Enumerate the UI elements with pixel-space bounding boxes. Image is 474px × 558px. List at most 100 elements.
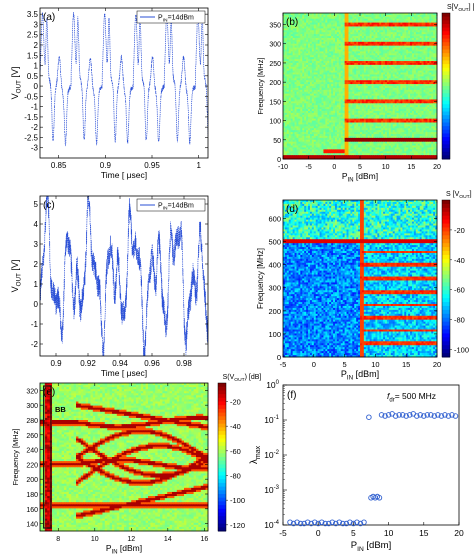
heatmap-cell xyxy=(435,43,438,47)
heatmap-cell xyxy=(425,86,428,89)
heatmap-cell xyxy=(308,22,311,25)
heatmap-cell xyxy=(365,47,369,50)
heatmap-cell xyxy=(392,80,396,83)
heatmap-cell xyxy=(354,59,357,62)
heatmap-cell xyxy=(388,68,392,72)
heatmap-cell xyxy=(360,76,363,79)
heatmap-cell xyxy=(298,110,301,114)
heatmap-cell xyxy=(361,126,365,129)
heatmap-cell xyxy=(306,14,309,18)
heatmap-cell xyxy=(383,34,386,37)
heatmap-cell xyxy=(304,34,307,37)
heatmap-cell xyxy=(309,120,313,123)
heatmap-cell xyxy=(404,70,407,73)
heatmap-cell xyxy=(336,28,340,31)
y-tick-label: 0.5 xyxy=(27,72,39,81)
heatmap-cell xyxy=(375,62,378,66)
heatmap-cell xyxy=(333,78,336,81)
heatmap-cell xyxy=(386,59,390,62)
heatmap-cell xyxy=(327,36,330,39)
heatmap-cell xyxy=(360,51,363,54)
heatmap-cell xyxy=(388,51,392,54)
heatmap-cell xyxy=(311,103,315,106)
heatmap-cell xyxy=(350,124,353,127)
heatmap-cell xyxy=(383,103,386,106)
heatmap-cell xyxy=(423,124,426,127)
heatmap-cell xyxy=(392,51,396,54)
heatmap-cell xyxy=(360,59,363,62)
heatmap-cell xyxy=(427,86,430,89)
heatmap-cell xyxy=(283,26,286,29)
heatmap-cell xyxy=(413,36,417,39)
heatmap-cell xyxy=(340,72,344,75)
heatmap-cell xyxy=(419,99,423,102)
y-axis-label-rest: [V] xyxy=(10,67,20,81)
heatmap-cell xyxy=(360,128,363,131)
heatmap-cell xyxy=(323,118,326,121)
heatmap-cell xyxy=(313,16,317,20)
heatmap-cell xyxy=(388,109,392,112)
heatmap-cell xyxy=(392,66,396,70)
heatmap-cell xyxy=(284,80,288,83)
heatmap-cell xyxy=(425,34,428,37)
heatmap-cell xyxy=(386,82,390,85)
heatmap-cell xyxy=(386,45,390,48)
heatmap-cell xyxy=(361,37,365,41)
heatmap-cell xyxy=(315,76,319,79)
heatmap-cell xyxy=(334,13,338,16)
heatmap-cell xyxy=(361,128,365,131)
heatmap-cell xyxy=(404,55,407,58)
heatmap-cell xyxy=(373,109,376,112)
heatmap-cell xyxy=(429,62,432,66)
heatmap-cell xyxy=(386,80,390,83)
heatmap-cell xyxy=(421,122,424,125)
heatmap-cell xyxy=(390,68,394,72)
heatmap-cell xyxy=(423,114,426,118)
heatmap-cell xyxy=(429,24,432,27)
heatmap-cell xyxy=(392,101,396,104)
heatmap-cell xyxy=(415,74,419,77)
heatmap-cell xyxy=(346,37,349,41)
heatmap-cell xyxy=(311,80,315,83)
heatmap-cell xyxy=(402,87,405,91)
heatmap-cell xyxy=(385,72,388,75)
heatmap-cell xyxy=(350,120,353,123)
heatmap-cell xyxy=(342,101,346,104)
heatmap-cell xyxy=(431,118,434,121)
heatmap-cell xyxy=(433,55,436,58)
heatmap-cell xyxy=(410,78,413,81)
heatmap-cell xyxy=(350,72,353,75)
heatmap-cell xyxy=(336,110,340,114)
heatmap-cell xyxy=(385,53,388,56)
heatmap-cell xyxy=(296,78,299,81)
heatmap-cell xyxy=(358,76,361,79)
heatmap-cell xyxy=(298,68,301,72)
heatmap-cell xyxy=(410,91,413,95)
heatmap-cell xyxy=(392,20,396,23)
heatmap-cell xyxy=(396,66,399,70)
heatmap-cell xyxy=(381,78,384,81)
heatmap-cell xyxy=(308,124,311,127)
heatmap-cell xyxy=(327,99,330,102)
heatmap-cell xyxy=(433,43,436,47)
heatmap-cell xyxy=(367,120,371,123)
heatmap-cell xyxy=(284,39,288,43)
heatmap-cell xyxy=(411,101,415,104)
heatmap-cell xyxy=(344,61,347,64)
heatmap-cell xyxy=(348,32,351,35)
heatmap-cell xyxy=(350,114,353,118)
heatmap-cell xyxy=(361,55,365,58)
heatmap-cell xyxy=(308,84,311,87)
heatmap-cell xyxy=(394,16,397,20)
heatmap-cell xyxy=(315,109,319,112)
heatmap-cell xyxy=(413,30,417,33)
heatmap-cell xyxy=(283,122,286,125)
heatmap-cell xyxy=(400,72,403,75)
heatmap-cell xyxy=(431,32,434,35)
heatmap-cell xyxy=(411,87,415,91)
heatmap-cell xyxy=(396,53,399,56)
heatmap-cell xyxy=(360,34,363,37)
heatmap-cell xyxy=(388,105,392,108)
heatmap-cell xyxy=(413,22,417,25)
heatmap-cell xyxy=(358,114,361,118)
